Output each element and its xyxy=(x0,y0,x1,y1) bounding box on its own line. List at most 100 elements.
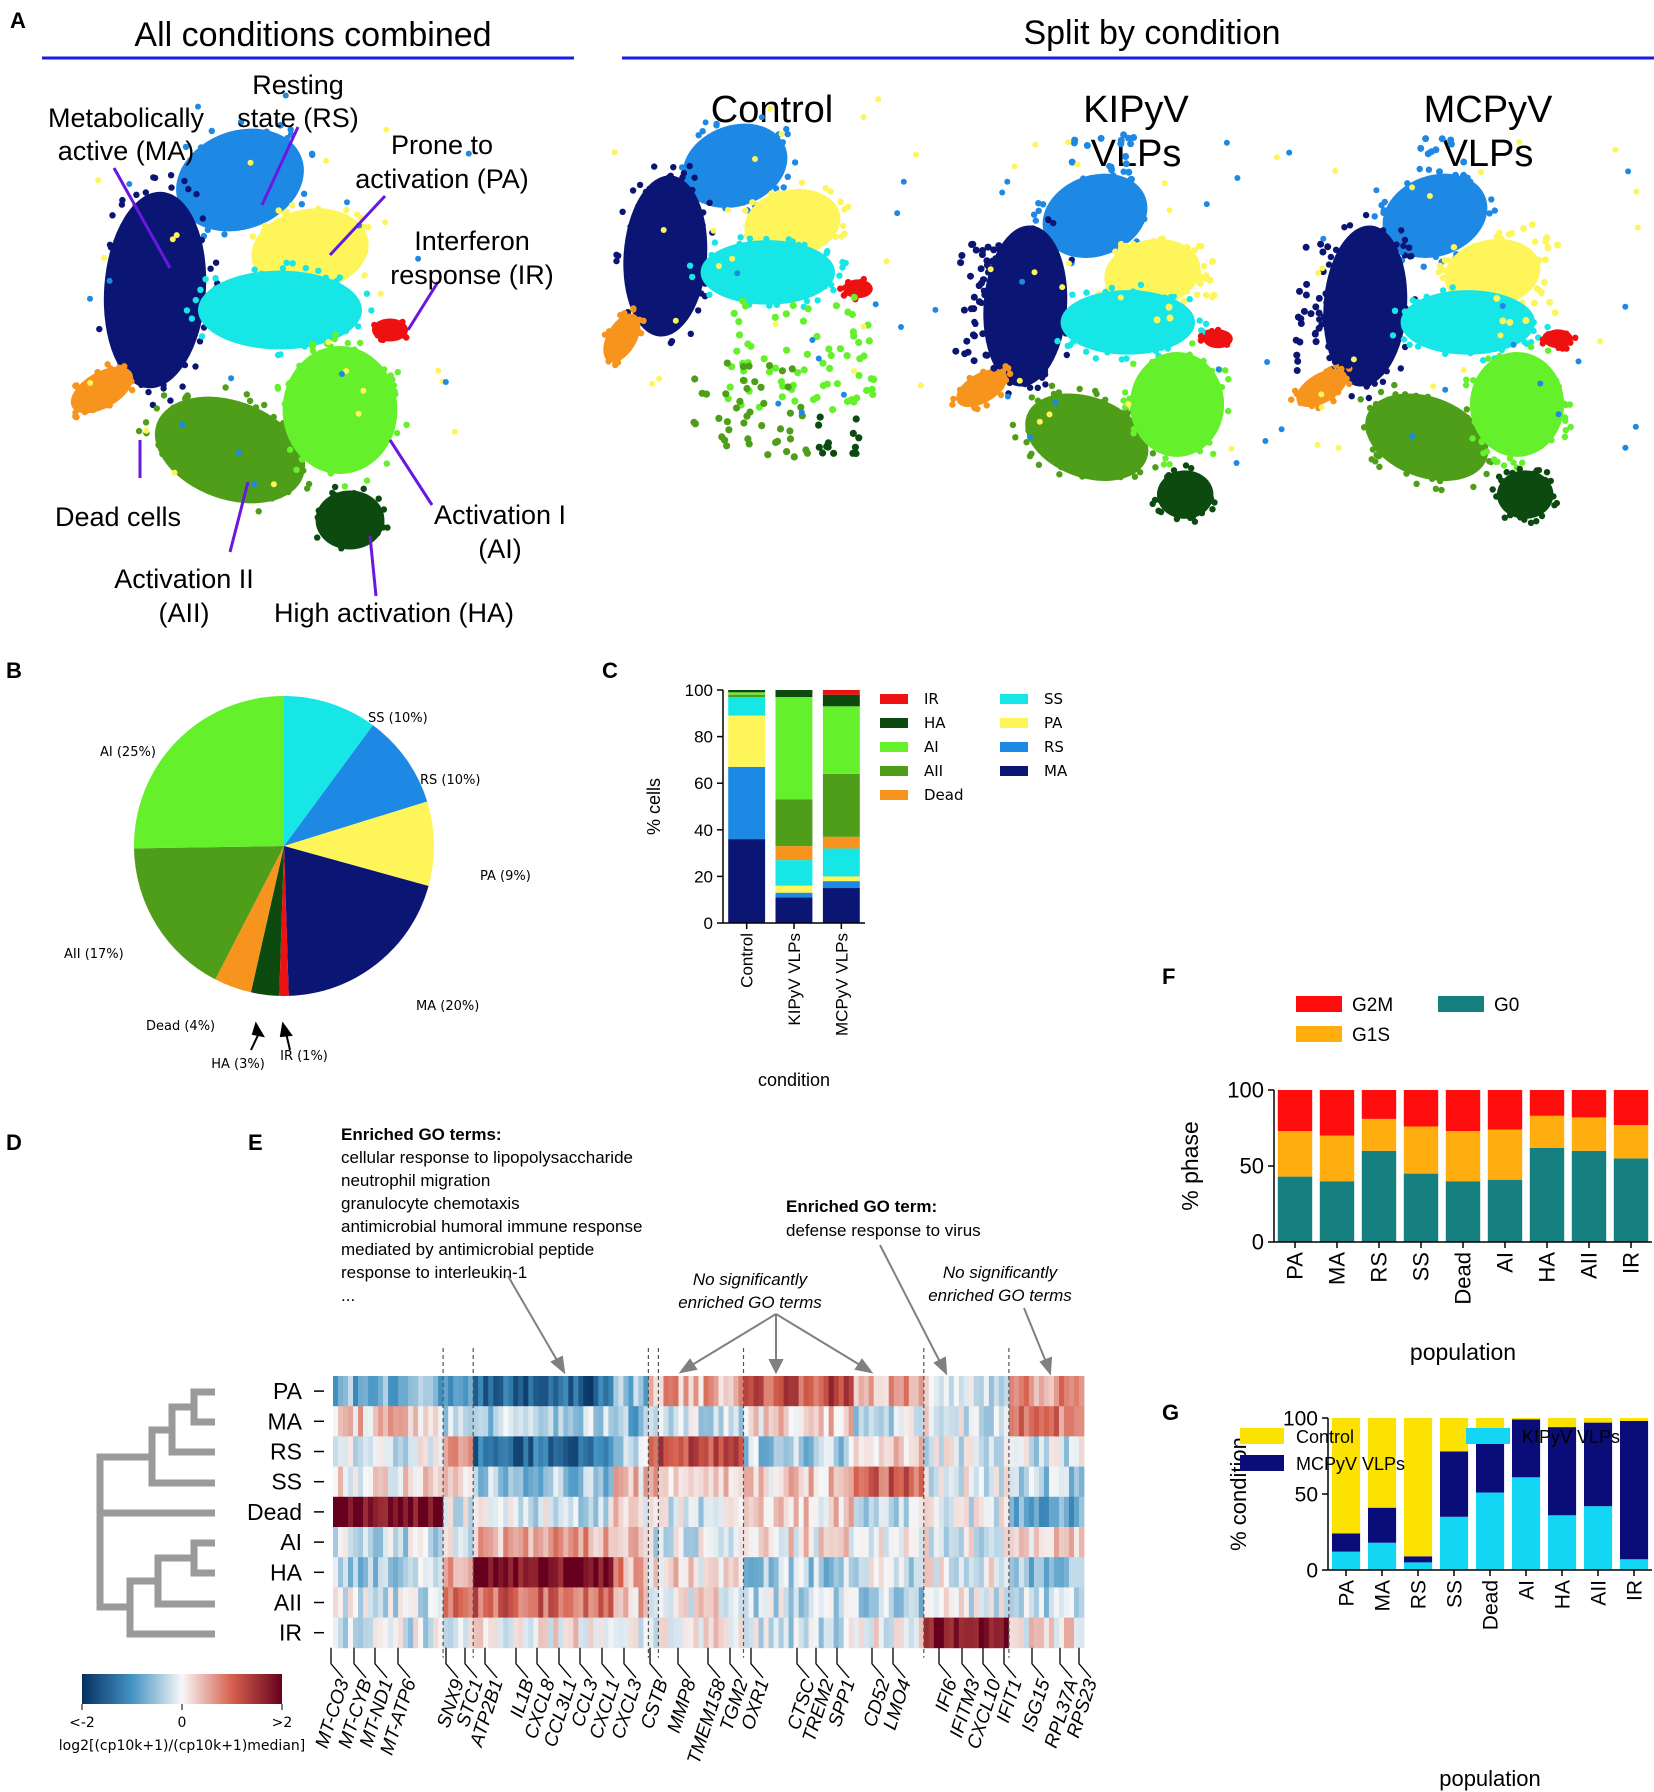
cell-point xyxy=(1080,225,1088,233)
heatmap-cell xyxy=(378,1466,384,1498)
heatmap-cell xyxy=(413,1376,419,1407)
cell-point xyxy=(1410,218,1418,226)
heatmap-cell xyxy=(848,1617,855,1649)
label-rs-1: Resting xyxy=(252,70,344,100)
bar-segment-g2m xyxy=(1613,1090,1649,1125)
heatmap-cell xyxy=(813,1587,820,1618)
heatmap-cell xyxy=(363,1436,369,1467)
heatmap-cell xyxy=(578,1496,584,1528)
heatmap-cell xyxy=(878,1496,885,1528)
cell-point xyxy=(1034,384,1042,391)
heatmap-cell xyxy=(783,1617,790,1649)
cell-point xyxy=(302,264,309,272)
heatmap-cell xyxy=(723,1496,729,1528)
go-arrow-5 xyxy=(879,1244,941,1363)
heatmap-cell xyxy=(343,1557,349,1588)
cell-point xyxy=(223,134,230,141)
cell-point xyxy=(257,148,264,155)
heatmap-cell xyxy=(1018,1527,1025,1558)
heatmap-cell xyxy=(713,1527,719,1558)
cell-point xyxy=(384,524,391,531)
heatmap-cell xyxy=(518,1406,524,1437)
heatmap-cell xyxy=(353,1496,359,1528)
cell-point xyxy=(1473,316,1481,323)
cell-point xyxy=(145,388,152,396)
heatmap-cell xyxy=(863,1436,870,1467)
cell-point xyxy=(1442,408,1450,415)
bar-segment-aii xyxy=(728,694,766,697)
cell-point xyxy=(767,173,774,180)
heatmap-cell xyxy=(628,1617,634,1649)
heatmap-cell xyxy=(708,1376,714,1407)
cell-point xyxy=(1455,283,1463,290)
heatmap-cell xyxy=(893,1587,900,1618)
heatmap-cell xyxy=(793,1436,800,1467)
heatmap-cell xyxy=(703,1406,709,1437)
heatmap-cell xyxy=(718,1496,724,1528)
cell-point xyxy=(1125,213,1133,221)
annotation-lines xyxy=(112,126,440,597)
heatmap-cell xyxy=(753,1587,759,1618)
heatmap-cell xyxy=(1013,1557,1020,1588)
cell-point xyxy=(1365,394,1373,402)
cell-point xyxy=(212,275,219,282)
heatmap-cell xyxy=(353,1436,359,1467)
heatmap-cell xyxy=(343,1617,349,1649)
heatmap-cell xyxy=(558,1617,564,1649)
cell-point xyxy=(296,310,303,317)
heatmap-cell xyxy=(868,1527,875,1558)
cell-point xyxy=(259,247,266,254)
cell-point xyxy=(1522,317,1530,324)
cell-point xyxy=(350,490,358,497)
heatmap-cell xyxy=(698,1466,704,1498)
cell-point xyxy=(1332,246,1340,253)
heatmap-cell xyxy=(493,1466,499,1498)
heatmap-cell xyxy=(758,1376,764,1407)
cell-point xyxy=(1409,433,1416,440)
cell-point xyxy=(150,362,157,370)
heatmap-cell xyxy=(523,1557,529,1588)
cell-point xyxy=(1149,253,1157,261)
cell-point xyxy=(192,296,199,304)
cell-point xyxy=(768,190,775,197)
heatmap-cell xyxy=(1013,1496,1020,1528)
gene-connector xyxy=(796,1647,810,1679)
heatmap-cell xyxy=(398,1436,404,1467)
heatmap-cell xyxy=(798,1496,805,1528)
cell-point xyxy=(788,365,796,373)
cell-point xyxy=(691,420,700,428)
heatmap-cell xyxy=(983,1617,990,1649)
heatmap-cell xyxy=(683,1587,689,1618)
cell-point xyxy=(1194,291,1201,298)
cell-point xyxy=(791,271,798,279)
heatmap-cell xyxy=(568,1376,574,1407)
cell-point xyxy=(151,174,159,182)
x-tick-label: AI xyxy=(1493,1252,1518,1273)
cell-point xyxy=(184,237,191,245)
heatmap-cell xyxy=(448,1617,454,1649)
cell-point xyxy=(607,335,614,342)
heatmap-cell xyxy=(418,1376,424,1407)
cell-point xyxy=(214,138,222,145)
cell-point xyxy=(763,235,770,243)
heatmap-cell xyxy=(978,1617,985,1649)
heatmap-row-label: HA xyxy=(270,1559,303,1585)
cell-point xyxy=(1452,189,1459,196)
cell-point xyxy=(177,262,185,269)
cell-point xyxy=(1331,269,1339,277)
go-arrow-5-head xyxy=(933,1356,948,1376)
heatmap-cell xyxy=(693,1406,699,1437)
cell-point xyxy=(667,309,675,316)
go-block2-title: Enriched GO term: xyxy=(786,1197,937,1216)
x-tick-label: AII xyxy=(1577,1252,1602,1279)
cell-point xyxy=(133,191,140,198)
cell-point xyxy=(285,220,292,227)
heatmap-cell xyxy=(913,1496,920,1528)
y-tick-label: 0 xyxy=(1306,1559,1318,1582)
annotation-line-aii xyxy=(228,481,250,553)
heatmap-cell xyxy=(818,1527,825,1558)
heatmap-cell xyxy=(1018,1496,1025,1528)
cell-point xyxy=(875,96,882,103)
cell-point xyxy=(1124,219,1132,227)
heatmap-cell xyxy=(403,1617,409,1649)
